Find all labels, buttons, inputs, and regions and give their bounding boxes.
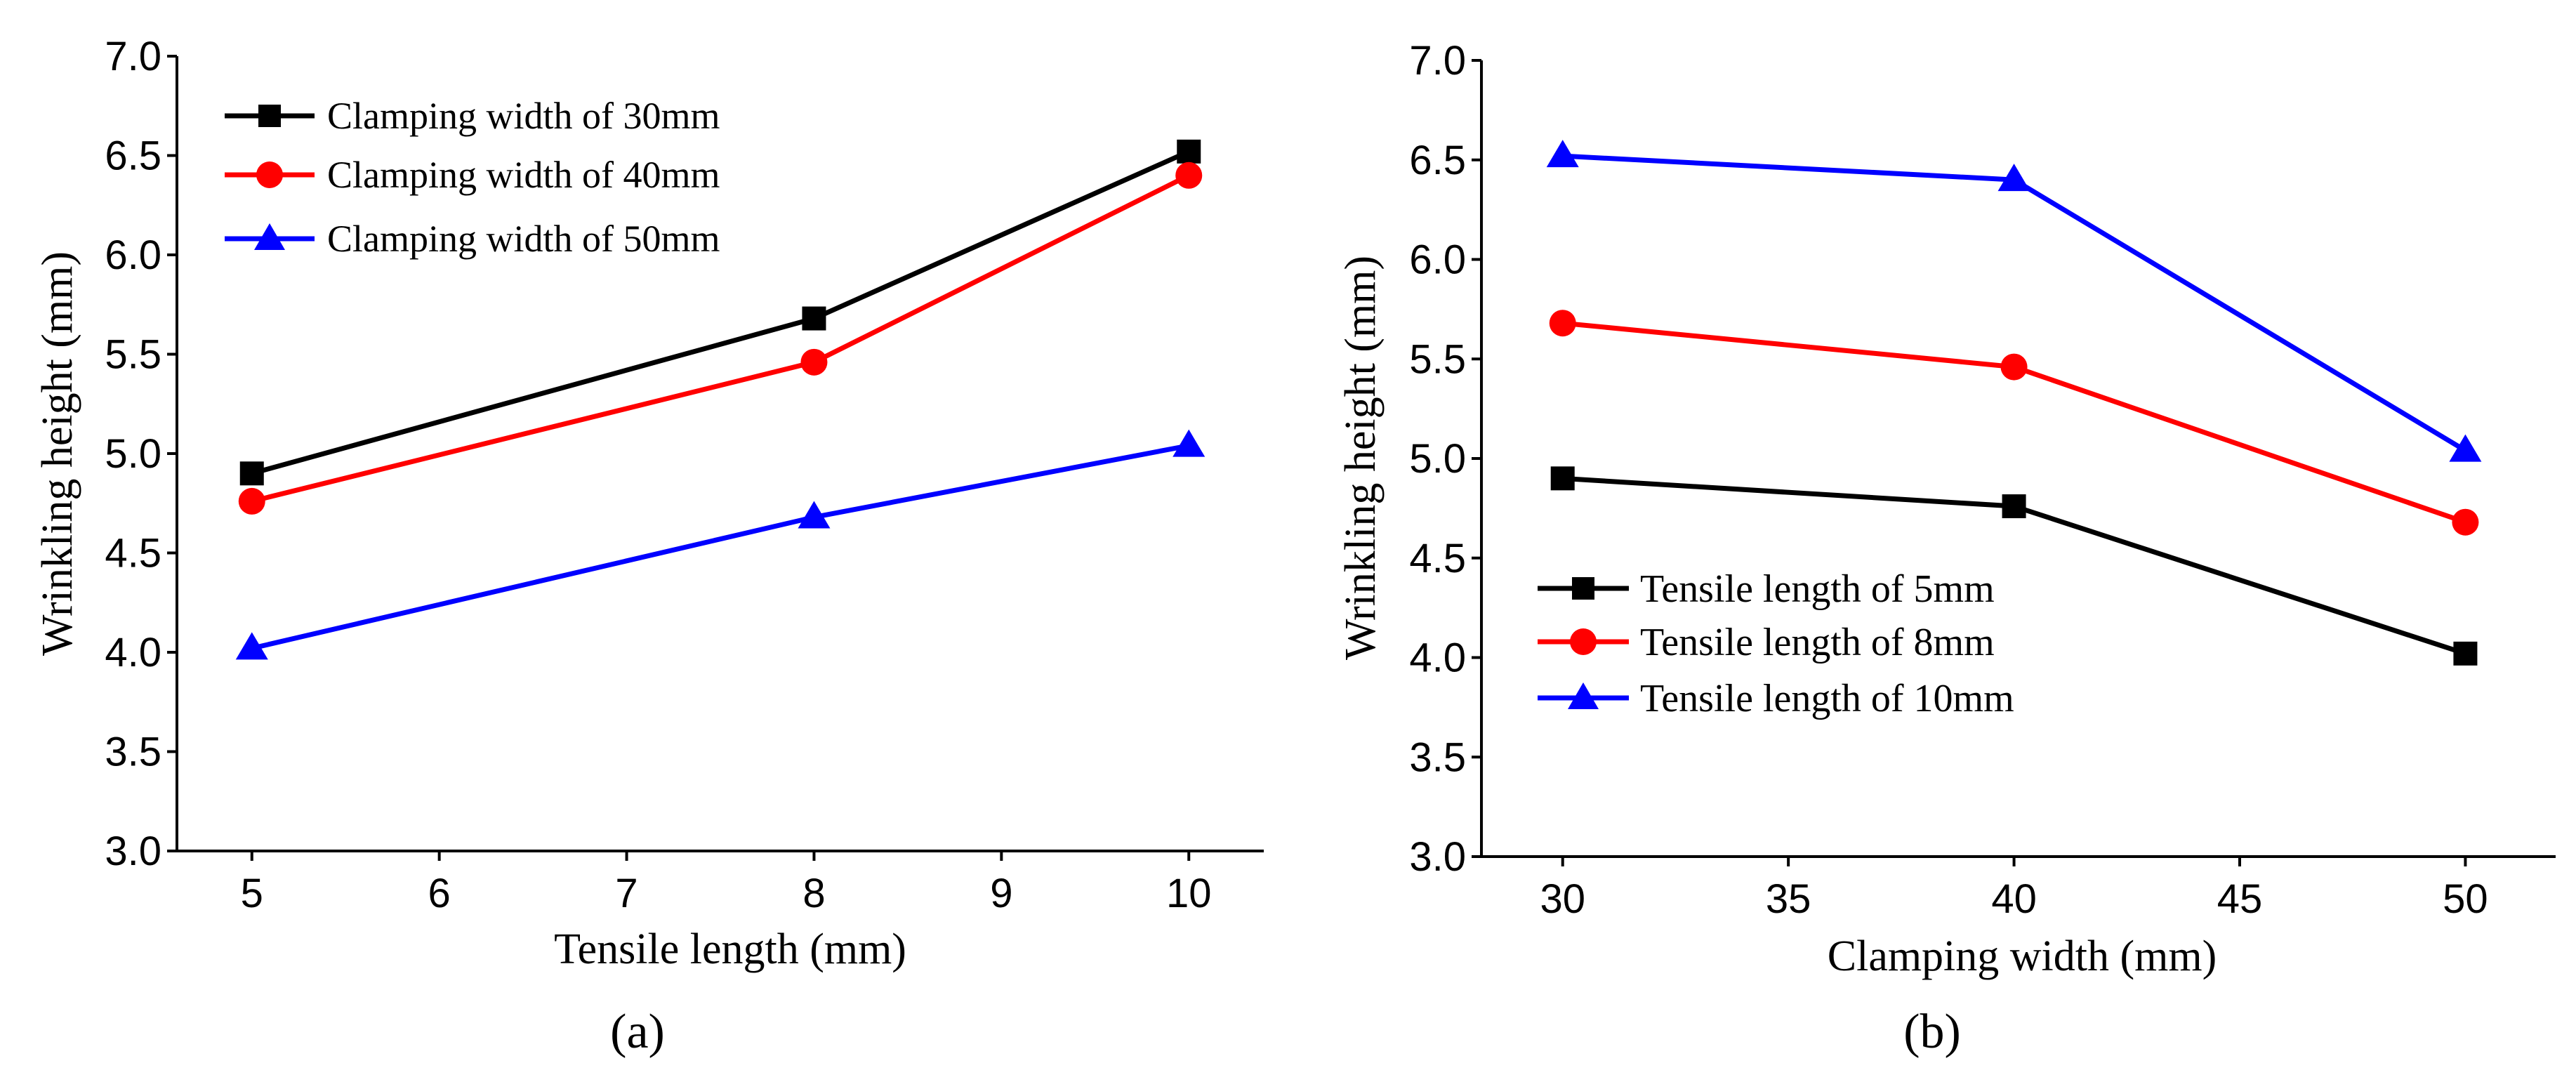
panel-a-series-3-point [1173,429,1206,457]
panel-b-x-axis-label: Clamping width (mm) [1828,932,2217,980]
panel-b-series-1-point [2002,494,2026,519]
panel-a-series-1-line [251,149,1190,476]
panel-a-legend-marker-2 [256,161,283,188]
panel-a-y-tick-label: 3.0 [105,829,161,874]
panel-b-x-tick-label: 40 [1991,876,2037,922]
panel-b-y-tick-label: 6.5 [1409,138,1466,183]
panel-b-y-tick-label: 5.0 [1409,436,1466,482]
panel-a-y-tick-label: 5.5 [105,332,161,378]
panel-b-chart: 3.0 3.5 4.0 4.5 5.0 5.5 6.0 6.5 7.0 30 35 40 45 50 C… [1337,38,2556,1059]
panel-b-y-tick-label: 5.5 [1409,336,1466,382]
panel-a-y-tick-label: 6.0 [105,232,161,278]
panel-a-x-tick-label: 8 [802,871,825,916]
panel-a-x-axis-label: Tensile length (mm) [554,925,906,973]
panel-a-y-tick-label: 4.5 [105,531,161,576]
panel-a-series-1-point [239,461,264,486]
panel-a-x-tick-label: 7 [615,871,638,916]
panel-a-legend-label-3: Clamping width of 50mm [327,218,720,260]
panel-b-x-tick-label: 50 [2443,876,2488,922]
panel-a-series-2-point [1175,161,1203,189]
panel-b-y-tick-label: 7.0 [1409,38,1466,84]
panel-b-legend-label-1: Tensile length of 5mm [1640,567,1995,611]
panel-b-legend-label-3: Tensile length of 10mm [1640,677,2014,720]
panel-b-series-3-point [2449,434,2482,462]
panel-a-legend-label-2: Clamping width of 40mm [327,154,720,196]
panel-b-series-3-line [1562,153,2467,453]
panel-a-y-tick-label: 5.0 [105,431,161,477]
panel-b-x-tick-label: 30 [1540,876,1585,922]
panel-b-legend-label-2: Tensile length of 8mm [1640,621,1995,664]
panel-a-y-axis-label: Wrinkling height (mm) [34,251,81,656]
panel-b-series-1-point [1550,466,1575,491]
panel-b-legend-marker-1 [1572,577,1594,600]
panel-b-series-2-point [2452,508,2479,536]
panel-a-legend: Clamping width of 30mm Clamping width of… [225,95,720,260]
panel-a-series-2-point [800,348,828,376]
panel-b-series-1-point [2453,641,2478,666]
panel-b-y-tick-label: 6.0 [1409,237,1466,283]
panel-b-series-2-line [1562,320,2466,525]
panel-a-legend-label-1: Clamping width of 30mm [327,95,720,137]
panel-b-y-axis-label: Wrinkling height (mm) [1337,256,1385,660]
panel-a-x-tick-label: 6 [428,871,451,916]
panel-b-legend-marker-2 [1570,628,1597,655]
panel-a-y-tick-label: 3.5 [105,730,161,775]
panel-a-x-tick-label: 5 [241,871,263,916]
panel-a-chart: 3.0 3.5 4.0 4.5 5.0 5.5 6.0 6.5 7.0 5 6 7 8 9 10 Tens… [34,34,1264,1059]
panel-b-y-tick-label: 4.5 [1409,536,1466,581]
panel-a-x-tick-label: 9 [990,871,1012,916]
panel-a-x-tick-label: 10 [1166,871,1212,916]
panel-b-legend-marker-3 [1568,682,1599,709]
panel-a-series-3-point [235,632,268,660]
panel-a-series-2-point [238,487,265,515]
panel-b-legend: Tensile length of 5mm Tensile length of … [1538,567,2014,720]
panel-b-series-3-point [1997,164,2030,192]
panel-b-x-tick-label: 45 [2217,876,2263,922]
panel-a-series-1-point [802,306,826,331]
panel-a-legend-marker-3 [254,223,285,250]
panel-a-series-3-line [251,443,1189,651]
panel-b-x-tick-label: 35 [1766,876,1811,922]
panel-b-label: (b) [1903,1005,1961,1059]
panel-b-y-tick-label: 3.0 [1409,834,1466,880]
panel-b-series-2-point [2000,353,2028,381]
panel-a-series-1-point [1177,139,1201,164]
panel-a-series-3-point [798,501,831,529]
panel-b-y-tick-label: 4.0 [1409,635,1466,681]
panel-b-y-tick-label: 3.5 [1409,734,1466,780]
panel-a-y-tick-label: 6.5 [105,133,161,179]
panel-a-legend-marker-1 [258,105,281,127]
panel-a-y-tick-label: 4.0 [105,630,161,675]
panel-b-series-3-point [1546,140,1579,168]
panel-a-y-tick-label: 7.0 [105,34,161,79]
panel-b-series-2-point [1549,310,1576,337]
panel-a-label: (a) [610,1005,665,1059]
